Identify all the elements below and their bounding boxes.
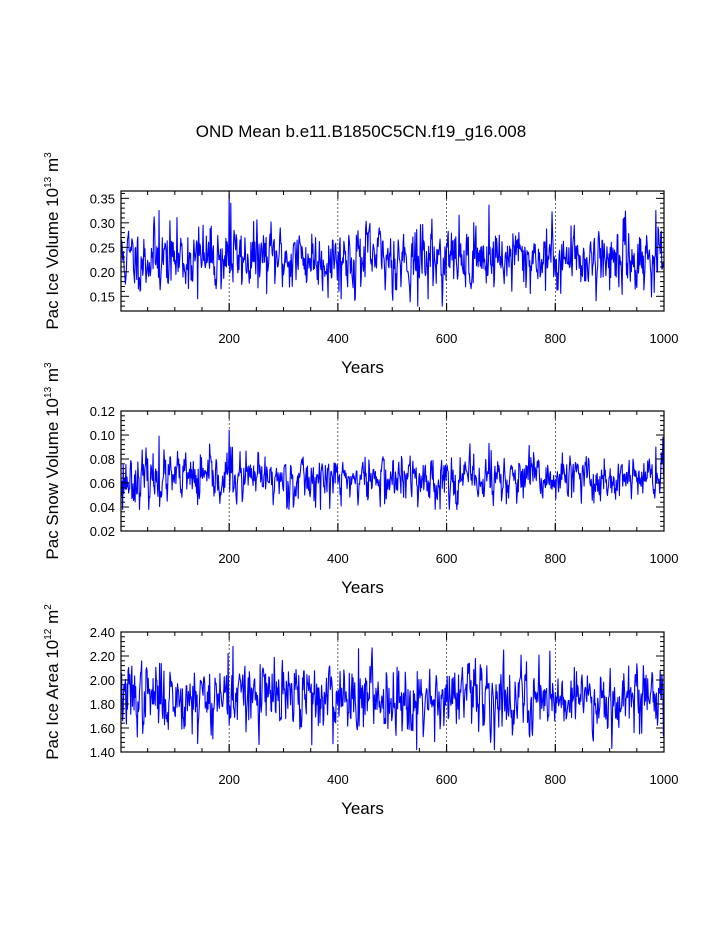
- x-tick-label: 1000: [650, 331, 679, 346]
- x-tick-label: 200: [218, 772, 240, 787]
- x-tick-label: 1000: [650, 772, 679, 787]
- y-tick-label: 0.30: [90, 216, 115, 231]
- panels: 200 400 600 800 1000 0.15 0.20 0.25 0.30 0.35 Year…: [43, 152, 678, 818]
- y-tick-label: 0.15: [90, 289, 115, 304]
- y-label-unit-exponent: 2: [43, 604, 54, 610]
- y-label-unit-exponent: 3: [43, 152, 54, 158]
- y-tick-label: 0.06: [90, 476, 115, 491]
- x-tick-label: 200: [218, 331, 240, 346]
- y-tick-label: 0.02: [90, 524, 115, 539]
- panel-ice-volume: 200 400 600 800 1000 0.15 0.20 0.25 0.30 0.35 Year…: [43, 152, 678, 377]
- y-axis-label: Pac Snow Volume 1013 m3: [43, 362, 62, 560]
- y-tick-label: 0.10: [90, 428, 115, 443]
- figure-title: OND Mean b.e11.B1850C5CN.f19_g16.008: [196, 122, 526, 141]
- y-tick-label: 1.40: [90, 745, 115, 760]
- y-axis-label: Pac Ice Volume 1013 m3: [43, 152, 62, 330]
- x-axis-label: Years: [341, 799, 384, 818]
- y-tick-label: 0.20: [90, 265, 115, 280]
- y-label-exponent: 12: [43, 628, 54, 640]
- y-label-unit: m: [43, 610, 62, 629]
- y-label-prefix: Pac Snow Volume 10: [43, 398, 62, 560]
- series-line-ice-volume: [120, 192, 665, 307]
- x-tick-label: 600: [436, 551, 458, 566]
- x-tick-label: 1000: [650, 551, 679, 566]
- y-label-unit-exponent: 3: [43, 362, 54, 368]
- x-tick-label: 200: [218, 551, 240, 566]
- y-label-exponent: 13: [43, 386, 54, 398]
- y-axis-label: Pac Ice Area 1012 m2: [43, 604, 62, 760]
- y-tick-label: 0.04: [90, 500, 115, 515]
- y-tick-label: 2.00: [90, 673, 115, 688]
- series-line-ice-area: [120, 645, 665, 751]
- y-tick-label: 0.25: [90, 240, 115, 255]
- x-tick-label: 400: [327, 551, 349, 566]
- y-tick-label: 2.20: [90, 649, 115, 664]
- x-axis-label: Years: [341, 358, 384, 377]
- y-label-prefix: Pac Ice Volume 10: [43, 188, 62, 330]
- series-line-snow-volume: [120, 429, 665, 510]
- y-tick-label: 1.60: [90, 721, 115, 736]
- x-tick-label: 800: [544, 772, 566, 787]
- x-tick-label: 800: [544, 551, 566, 566]
- y-tick-label: 0.08: [90, 452, 115, 467]
- y-tick-label: 2.40: [90, 625, 115, 640]
- y-label-prefix: Pac Ice Area 10: [43, 640, 62, 760]
- panel-snow-volume: 200 400 600 800 1000 0.02 0.04 0.06 0.08 0.10 0.12…: [43, 362, 678, 597]
- y-label-unit: m: [43, 368, 62, 387]
- y-tick-label: 0.35: [90, 191, 115, 206]
- panel-ice-area: 200 400 600 800 1000 1.40 1.60 1.80 2.00 2.20 2.40…: [43, 604, 678, 818]
- y-tick-label: 1.80: [90, 697, 115, 712]
- x-tick-label: 400: [327, 331, 349, 346]
- x-axis-label: Years: [341, 578, 384, 597]
- x-tick-label: 600: [436, 772, 458, 787]
- x-tick-label: 400: [327, 772, 349, 787]
- x-tick-label: 800: [544, 331, 566, 346]
- y-tick-label: 0.12: [90, 404, 115, 419]
- y-label-unit: m: [43, 158, 62, 177]
- x-tick-label: 600: [436, 331, 458, 346]
- y-label-exponent: 13: [43, 176, 54, 188]
